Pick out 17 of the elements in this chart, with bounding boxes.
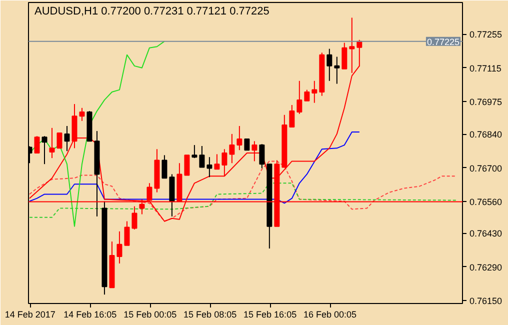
y-tick-label: 0.76430 bbox=[470, 228, 502, 239]
x-tick-label: 15 Feb 16:05 bbox=[244, 310, 297, 320]
x-tick-label: 14 Feb 16:05 bbox=[64, 310, 117, 320]
x-tick-label: 14 Feb 2017 bbox=[4, 310, 56, 320]
y-tick-label: 0.76150 bbox=[470, 296, 502, 306]
x-tick-label: 16 Feb 00:05 bbox=[304, 310, 357, 320]
y-tick-label: 0.76840 bbox=[470, 130, 502, 140]
y-tick-label: 0.76700 bbox=[470, 163, 502, 174]
ref-line-label: 0.76560 bbox=[470, 197, 502, 208]
ref-line-label: 0.77225 bbox=[426, 36, 460, 47]
y-tick-label: 0.77115 bbox=[470, 63, 502, 74]
x-tick-label: 15 Feb 00:05 bbox=[124, 310, 177, 320]
y-tick-label: 0.76290 bbox=[470, 262, 502, 272]
chart-title: AUDUSD,H1 0.77200 0.77231 0.77121 0.77225 bbox=[34, 6, 270, 18]
y-tick-label: 0.77255 bbox=[470, 30, 502, 40]
y-tick-label: 0.76975 bbox=[470, 97, 502, 108]
x-tick-label: 15 Feb 08:05 bbox=[184, 310, 237, 320]
